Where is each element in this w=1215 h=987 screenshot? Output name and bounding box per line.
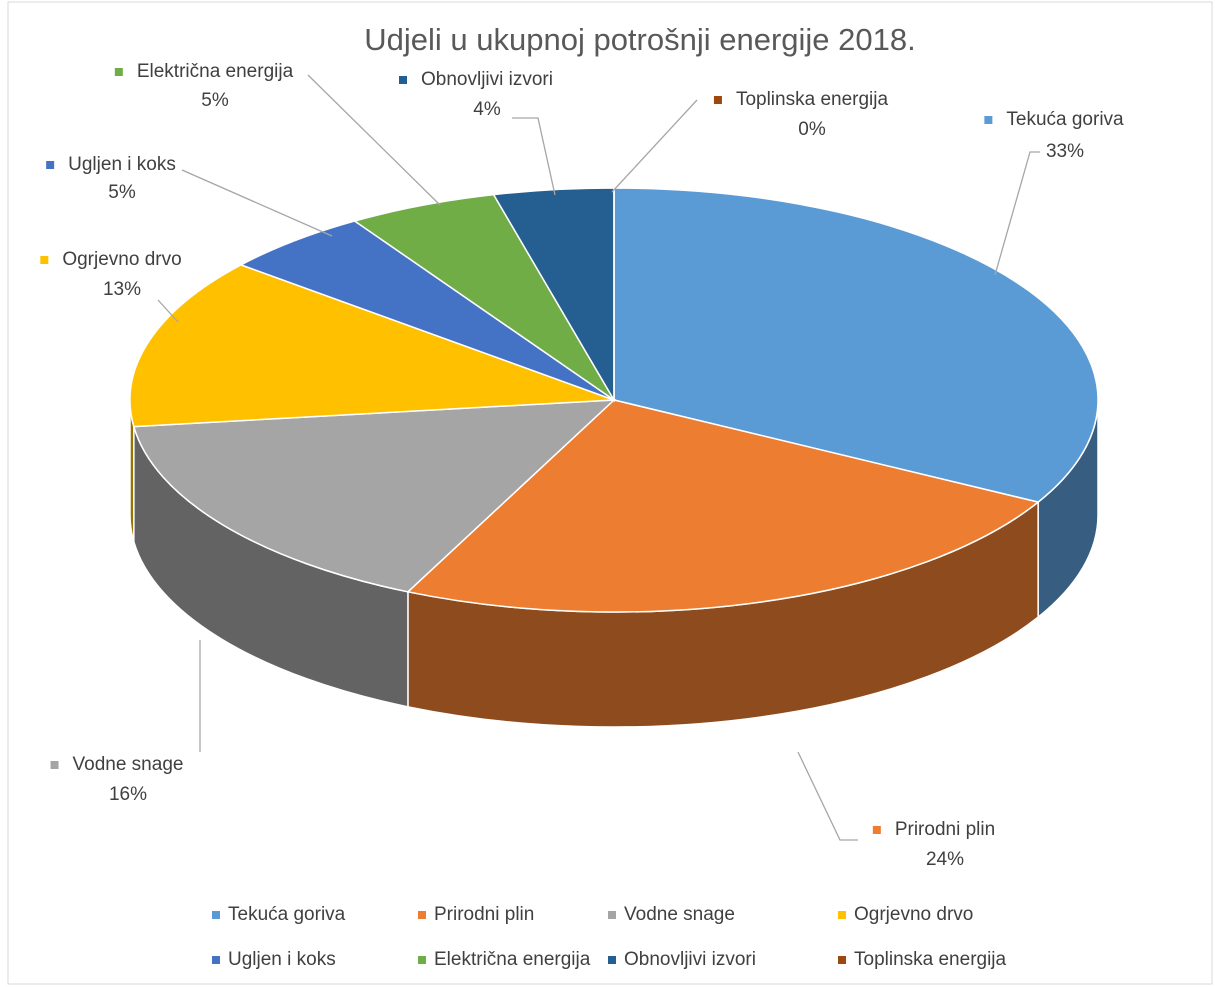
- leader-line: [611, 99, 698, 193]
- leader-line: [157, 299, 179, 323]
- legend-marker: [418, 911, 426, 919]
- slice: [406, 399, 1040, 613]
- data-label-value: 33%: [1046, 141, 1084, 162]
- legend-label: Prirodni plin: [434, 904, 534, 925]
- leader-line: [994, 151, 1040, 276]
- legend-label: Električna energija: [434, 949, 591, 970]
- legend-marker: [418, 956, 426, 964]
- slice: [239, 220, 615, 401]
- data-label-marker: [399, 76, 408, 84]
- data-label-marker: [40, 256, 49, 264]
- data-label-marker: [114, 68, 123, 76]
- legend-marker: [212, 956, 220, 964]
- data-label-value: 13%: [103, 279, 141, 300]
- slice: [613, 187, 1099, 503]
- data-label-name: Obnovljivi izvori: [421, 69, 553, 90]
- legend-label: Vodne snage: [624, 904, 735, 925]
- data-label-name: Tekuća goriva: [1006, 109, 1124, 130]
- data-label-value: 0%: [798, 119, 826, 140]
- data-label-name: Prirodni plin: [895, 819, 995, 840]
- legend-marker: [838, 911, 846, 919]
- legend-label: Obnovljivi izvori: [624, 949, 756, 970]
- legend-label: Toplinska energija: [854, 949, 1007, 970]
- legend-label: Tekuća goriva: [228, 904, 346, 925]
- data-label-value: 16%: [109, 784, 147, 805]
- legend-marker: [608, 911, 616, 919]
- slice: [129, 264, 615, 428]
- slice: [352, 193, 615, 401]
- legend-marker: [212, 911, 220, 919]
- legend-marker: [608, 956, 616, 964]
- data-label-name: Toplinska energija: [736, 89, 889, 110]
- slice: [132, 399, 617, 593]
- data-label-marker: [46, 161, 55, 169]
- leader-line: [307, 74, 441, 206]
- data-label-marker: [984, 116, 993, 124]
- data-label-marker: [50, 761, 59, 769]
- data-label-marker: [872, 826, 881, 834]
- legend-marker: [838, 956, 846, 964]
- data-label-name: Ogrjevno drvo: [62, 249, 181, 270]
- data-label-value: 5%: [108, 182, 136, 203]
- leader-line: [512, 117, 556, 196]
- data-label-value: 5%: [201, 90, 229, 111]
- data-label-marker: [713, 96, 722, 104]
- leader-line: [797, 751, 858, 841]
- data-label-value: 24%: [926, 849, 964, 870]
- leader-line: [181, 169, 333, 237]
- data-label-value: 4%: [473, 99, 501, 120]
- legend-label: Ugljen i koks: [228, 949, 336, 970]
- legend-label: Ogrjevno drvo: [854, 904, 973, 925]
- chart-title: Udjeli u ukupnoj potrošnji energije 2018…: [364, 22, 915, 57]
- data-label-name: Vodne snage: [73, 754, 184, 775]
- data-label-name: Električna energija: [137, 61, 294, 82]
- data-label-name: Ugljen i koks: [68, 154, 176, 175]
